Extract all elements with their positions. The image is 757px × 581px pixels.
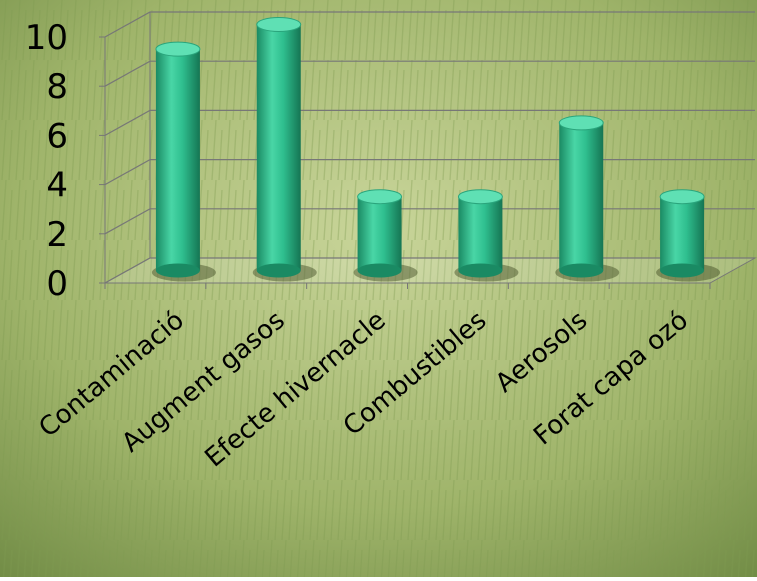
bar [256, 24, 301, 271]
bar-bottom [155, 263, 200, 278]
y-tick-label: 4 [46, 166, 68, 206]
bar-top [558, 115, 604, 131]
y-tick-label: 2 [46, 215, 68, 255]
y-tick-label: 8 [46, 67, 68, 107]
bar-top [457, 189, 503, 205]
bar-top [659, 189, 705, 205]
bar-bottom [357, 263, 402, 278]
bar [458, 196, 503, 271]
bar-bottom [559, 263, 604, 278]
bar [660, 196, 705, 271]
bar [559, 122, 604, 271]
bar-bottom [256, 263, 301, 278]
bar-top [256, 17, 302, 32]
y-tick-label: 0 [46, 264, 68, 304]
bar-bottom [458, 263, 503, 278]
bar [155, 49, 200, 271]
y-tick-label: 10 [25, 18, 68, 58]
bar-top [357, 189, 403, 205]
bar-top [155, 41, 201, 57]
bar-bottom [660, 263, 705, 278]
bar [357, 196, 402, 271]
y-tick-label: 6 [46, 116, 68, 156]
